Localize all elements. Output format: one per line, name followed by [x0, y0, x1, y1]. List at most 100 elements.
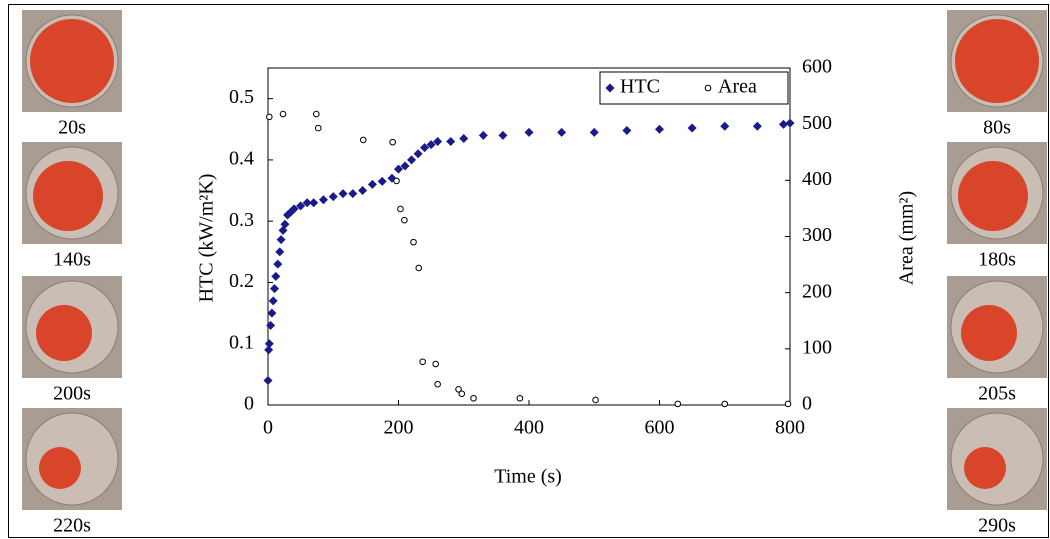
point: [622, 125, 632, 135]
y-tick-label: 0.3: [229, 209, 254, 231]
point: [264, 345, 274, 355]
x-axis-label: Time (s): [494, 466, 562, 488]
point: [377, 176, 387, 186]
point: [415, 264, 423, 272]
point: [400, 161, 410, 171]
point: [434, 380, 441, 388]
point: [276, 235, 286, 245]
x-tick-label: 0: [263, 417, 273, 439]
x-tick-label: 600: [645, 417, 675, 439]
photo-caption: 290s: [978, 515, 1016, 537]
photo-caption: 140s: [53, 249, 91, 271]
y2-tick-label: 600: [802, 56, 832, 78]
point: [470, 394, 477, 402]
point: [524, 127, 534, 137]
point: [314, 124, 322, 132]
photo-caption: 200s: [53, 383, 91, 405]
legend-box: [599, 71, 789, 105]
point: [328, 192, 338, 202]
point: [270, 284, 280, 294]
point: [516, 394, 524, 402]
point: [348, 189, 358, 199]
point: [268, 296, 278, 306]
point: [358, 186, 368, 196]
y-tick-label: 0.4: [229, 148, 254, 170]
photo-coating: [961, 305, 1017, 361]
point: [266, 113, 273, 121]
frame: [8, 4, 1049, 538]
point: [393, 177, 400, 185]
point: [394, 164, 403, 174]
point: [592, 396, 599, 404]
y2-tick-label: 400: [802, 168, 832, 190]
point: [273, 259, 283, 269]
x-tick-label: 200: [384, 417, 414, 439]
y2-tick-label: 300: [802, 224, 832, 246]
point: [478, 130, 488, 140]
point: [426, 140, 436, 150]
point: [309, 198, 319, 208]
photo-coating: [36, 305, 92, 361]
y2-tick-label: 100: [802, 336, 832, 358]
photo-coating: [39, 447, 81, 489]
point: [785, 118, 795, 128]
y2-tick-label: 500: [802, 112, 832, 134]
y2-axis-label: Area (mm²): [896, 191, 918, 285]
y2-tick-label: 200: [802, 280, 832, 302]
y-tick-label: 0: [244, 393, 254, 415]
photo-caption: 220s: [53, 515, 91, 537]
point: [455, 385, 462, 393]
point: [674, 400, 682, 408]
legend-label: HTC: [620, 76, 660, 98]
photo-caption: 20s: [58, 117, 86, 139]
legend-marker: [605, 83, 615, 93]
point: [433, 137, 443, 147]
point: [264, 339, 274, 349]
photo-caption: 80s: [983, 117, 1011, 139]
point: [498, 130, 508, 140]
photo-coating: [955, 19, 1039, 103]
point: [338, 189, 348, 199]
y-axis-label: HTC (kW/m²K): [196, 174, 218, 303]
photo-caption: 205s: [978, 383, 1016, 405]
y-tick-label: 0.1: [229, 331, 254, 353]
point: [778, 119, 788, 129]
point: [401, 216, 408, 224]
point: [557, 127, 567, 137]
y-tick-label: 0.2: [229, 270, 254, 292]
point: [389, 138, 396, 146]
point: [687, 123, 697, 133]
point: [367, 179, 377, 189]
point: [420, 143, 430, 153]
y2-tick-label: 0: [802, 393, 812, 415]
point: [271, 271, 281, 281]
point: [267, 308, 277, 318]
legend-marker: [704, 84, 712, 92]
point: [407, 155, 417, 165]
point: [446, 137, 456, 147]
point: [432, 360, 439, 368]
point: [413, 149, 423, 159]
point: [721, 400, 729, 408]
y-tick-label: 0.5: [229, 86, 254, 108]
x-tick-label: 400: [514, 417, 544, 439]
point: [752, 121, 762, 131]
photo-coating: [964, 447, 1006, 489]
point: [410, 238, 417, 246]
point: [296, 201, 306, 211]
point: [318, 195, 328, 205]
legend-label: Area: [718, 76, 757, 98]
photo-coating: [30, 19, 114, 103]
point: [302, 198, 312, 208]
point: [720, 121, 730, 131]
point: [458, 390, 466, 398]
photo-coating: [33, 161, 103, 231]
photo-coating: [958, 161, 1028, 231]
point: [359, 136, 367, 144]
point: [263, 375, 273, 385]
point: [459, 133, 469, 143]
point: [419, 358, 426, 366]
point: [289, 204, 299, 214]
point: [275, 247, 285, 257]
